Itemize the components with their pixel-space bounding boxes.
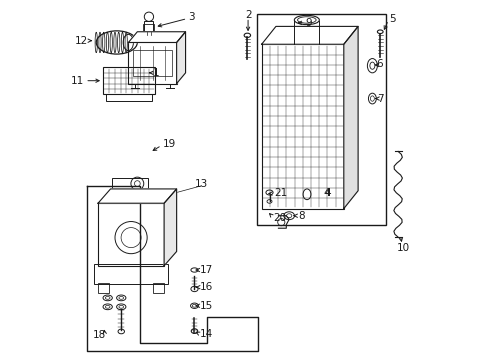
Bar xyxy=(128,42,176,84)
Polygon shape xyxy=(164,189,176,266)
Bar xyxy=(261,44,343,208)
Bar xyxy=(142,24,153,32)
Text: 12: 12 xyxy=(75,36,88,46)
Bar xyxy=(106,94,152,101)
Polygon shape xyxy=(176,32,185,84)
Text: 1: 1 xyxy=(152,68,159,78)
Text: 8: 8 xyxy=(298,211,304,221)
Text: 19: 19 xyxy=(162,139,175,149)
Text: 4: 4 xyxy=(323,188,329,198)
Bar xyxy=(98,283,108,293)
Text: 10: 10 xyxy=(396,243,409,253)
Text: 2: 2 xyxy=(244,10,251,20)
Bar xyxy=(132,50,172,76)
Text: 7: 7 xyxy=(376,94,383,104)
Bar xyxy=(103,67,155,94)
Text: 20: 20 xyxy=(272,212,285,222)
Text: 15: 15 xyxy=(200,301,213,311)
Text: 5: 5 xyxy=(388,14,395,23)
Text: 9: 9 xyxy=(305,18,311,28)
Text: 11: 11 xyxy=(71,76,84,86)
Text: 21: 21 xyxy=(273,188,286,198)
Text: 17: 17 xyxy=(200,265,213,275)
Bar xyxy=(98,203,164,266)
Bar xyxy=(153,283,164,293)
Bar xyxy=(94,264,167,284)
Polygon shape xyxy=(261,26,357,44)
Bar xyxy=(144,21,153,32)
Text: 13: 13 xyxy=(195,179,208,189)
Text: 4: 4 xyxy=(324,188,330,198)
Bar xyxy=(257,14,385,225)
Bar xyxy=(112,178,148,189)
Text: 18: 18 xyxy=(93,330,106,341)
Polygon shape xyxy=(98,189,176,203)
Text: 3: 3 xyxy=(188,13,194,22)
Text: 16: 16 xyxy=(200,282,213,292)
Text: 6: 6 xyxy=(376,59,383,69)
Text: 14: 14 xyxy=(200,329,213,339)
Polygon shape xyxy=(343,26,357,208)
Polygon shape xyxy=(128,32,185,42)
